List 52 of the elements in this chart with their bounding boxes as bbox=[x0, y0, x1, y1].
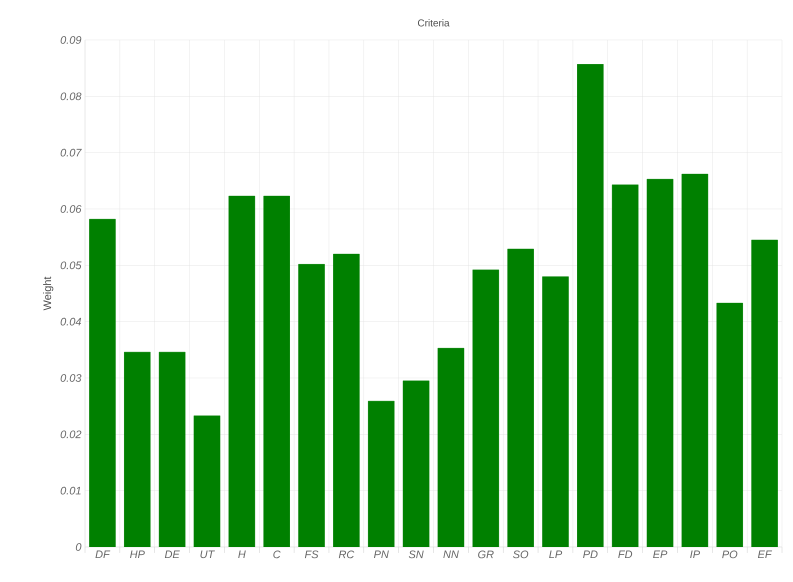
bar bbox=[298, 264, 325, 547]
y-tick-label: 0.01 bbox=[60, 486, 81, 495]
bar bbox=[507, 248, 534, 547]
bar bbox=[158, 352, 186, 547]
bar bbox=[89, 218, 116, 547]
bar bbox=[438, 348, 464, 547]
x-tick-label: IP bbox=[690, 550, 700, 558]
bar bbox=[542, 276, 569, 547]
y-tick-label: 0.07 bbox=[60, 148, 82, 157]
bar bbox=[124, 352, 151, 547]
y-tick-label: 0.08 bbox=[60, 92, 82, 100]
y-tick-label: 0 bbox=[76, 543, 82, 551]
x-tick-label: PD bbox=[583, 550, 598, 558]
x-tick-label: C bbox=[273, 550, 281, 558]
chart-title: Criteria bbox=[418, 19, 450, 26]
y-tick-label: 0.09 bbox=[60, 36, 82, 44]
bar bbox=[333, 254, 360, 547]
x-tick-label: FS bbox=[304, 550, 318, 558]
y-tick-label: 0.02 bbox=[60, 430, 82, 438]
x-tick-label: PO bbox=[722, 550, 738, 558]
bar bbox=[612, 184, 638, 547]
bar bbox=[751, 240, 778, 547]
x-tick-label: LP bbox=[549, 550, 562, 558]
x-tick-label: EP bbox=[653, 550, 668, 558]
x-tick-label: RC bbox=[338, 550, 354, 558]
bar bbox=[368, 400, 394, 547]
bar bbox=[472, 270, 500, 547]
x-tick-label: HP bbox=[130, 550, 145, 558]
x-tick-label: SO bbox=[513, 550, 528, 558]
x-tick-label: NN bbox=[443, 550, 459, 558]
x-tick-label: GR bbox=[478, 550, 494, 558]
x-tick-label: FD bbox=[618, 550, 632, 558]
y-axis-title: Weight bbox=[43, 276, 54, 310]
bar bbox=[577, 64, 604, 547]
y-tick-label: 0.06 bbox=[60, 205, 82, 213]
x-tick-label: PN bbox=[374, 550, 389, 558]
bar bbox=[194, 416, 220, 547]
bar bbox=[716, 302, 743, 547]
bar bbox=[682, 174, 708, 547]
x-tick-label: EF bbox=[758, 550, 772, 558]
y-tick-label: 0.04 bbox=[60, 318, 82, 326]
x-tick-label: SN bbox=[408, 550, 424, 558]
y-tick-label: 0.05 bbox=[60, 261, 82, 270]
y-tick-label: 0.03 bbox=[60, 374, 82, 382]
x-tick-label: DE bbox=[164, 550, 180, 558]
bar bbox=[228, 196, 256, 547]
x-tick-label: H bbox=[238, 550, 246, 558]
bar bbox=[402, 380, 430, 547]
bar bbox=[646, 178, 674, 547]
x-tick-label: DF bbox=[95, 550, 110, 558]
x-tick-label: UT bbox=[200, 550, 215, 558]
bar bbox=[263, 196, 290, 547]
